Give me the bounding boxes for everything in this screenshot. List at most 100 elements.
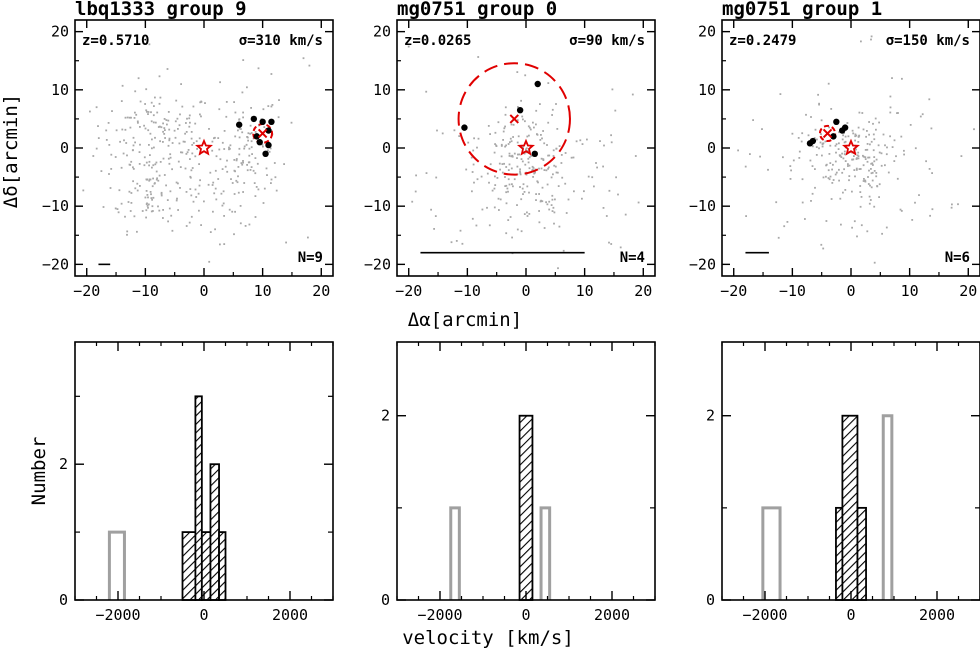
field-galaxy-point xyxy=(821,145,824,148)
field-galaxy-point xyxy=(203,200,205,203)
field-galaxy-point xyxy=(816,138,818,141)
field-galaxy-point xyxy=(133,117,136,119)
field-galaxy-point xyxy=(737,149,739,152)
target-star-marker xyxy=(842,138,860,156)
field-galaxy-point xyxy=(223,130,226,132)
field-galaxy-point xyxy=(187,149,190,151)
field-galaxy-point xyxy=(599,140,601,142)
field-galaxy-point xyxy=(517,106,519,108)
field-galaxy-point xyxy=(523,191,526,193)
field-galaxy-point xyxy=(896,112,898,114)
field-galaxy-point xyxy=(535,199,537,201)
field-galaxy-point xyxy=(168,207,171,210)
field-galaxy-point xyxy=(859,168,862,170)
field-galaxy-point xyxy=(179,187,181,189)
field-galaxy-point xyxy=(507,169,510,171)
field-galaxy-point xyxy=(154,182,156,184)
member-galaxy-point xyxy=(534,80,541,88)
field-galaxy-point xyxy=(158,125,161,128)
field-galaxy-point xyxy=(858,168,861,170)
field-galaxy-point xyxy=(189,188,192,190)
x-tick-label: −10 xyxy=(132,282,159,300)
field-galaxy-point xyxy=(243,147,246,150)
field-galaxy-point xyxy=(862,128,865,131)
field-galaxy-point xyxy=(870,140,873,143)
field-galaxy-point xyxy=(551,114,553,116)
field-galaxy-point xyxy=(807,134,810,137)
field-galaxy-point xyxy=(532,168,534,171)
field-galaxy-point xyxy=(132,149,134,151)
member-galaxy-point xyxy=(250,115,258,123)
field-galaxy-point xyxy=(857,126,860,129)
field-galaxy-point xyxy=(240,128,242,130)
field-galaxy-point xyxy=(539,200,542,203)
field-galaxy-point xyxy=(877,144,880,147)
field-galaxy-point xyxy=(857,151,860,154)
field-galaxy-point xyxy=(229,144,232,147)
field-galaxy-point xyxy=(838,142,840,145)
field-galaxy-point xyxy=(156,111,159,114)
field-galaxy-point xyxy=(860,40,862,43)
redshift-label: z=0.2479 xyxy=(729,33,796,49)
field-galaxy-point xyxy=(867,183,870,185)
field-galaxy-point xyxy=(185,122,187,124)
field-galaxy-point xyxy=(150,210,153,213)
x-tick-label: 10 xyxy=(254,282,272,300)
field-galaxy-point xyxy=(921,113,924,116)
field-galaxy-point xyxy=(166,123,168,126)
field-galaxy-point xyxy=(489,133,491,135)
field-galaxy-point xyxy=(852,158,855,161)
field-galaxy-point xyxy=(143,124,145,127)
field-galaxy-point xyxy=(822,142,825,145)
field-galaxy-point xyxy=(542,130,544,132)
field-galaxy-point xyxy=(960,155,963,157)
field-galaxy-point xyxy=(117,211,120,214)
field-galaxy-point xyxy=(211,149,214,152)
field-galaxy-point xyxy=(234,111,237,114)
field-galaxy-point xyxy=(519,172,522,174)
field-galaxy-point xyxy=(901,77,903,80)
field-galaxy-point xyxy=(749,153,751,155)
field-galaxy-point xyxy=(572,156,575,159)
field-galaxy-point xyxy=(191,167,194,169)
field-galaxy-point xyxy=(558,225,561,228)
field-galaxy-point xyxy=(147,113,149,115)
field-galaxy-point xyxy=(435,176,438,179)
field-galaxy-point xyxy=(504,106,507,109)
field-galaxy-point xyxy=(150,120,153,123)
field-galaxy-point xyxy=(219,81,221,84)
field-galaxy-point xyxy=(872,122,874,125)
field-galaxy-point xyxy=(870,162,873,165)
field-galaxy-point xyxy=(545,201,547,204)
field-galaxy-point xyxy=(242,111,244,114)
field-galaxy-point xyxy=(510,167,513,170)
field-galaxy-point xyxy=(896,177,899,180)
member-galaxy-point xyxy=(253,133,260,140)
field-galaxy-point xyxy=(267,149,269,152)
field-galaxy-point xyxy=(258,124,260,127)
field-galaxy-point xyxy=(152,210,154,212)
field-galaxy-point xyxy=(817,93,819,96)
x-tick-label: −2000 xyxy=(95,606,140,624)
field-galaxy-point xyxy=(153,146,155,149)
field-galaxy-point xyxy=(198,163,200,165)
field-galaxy-point xyxy=(868,202,871,205)
field-galaxy-point xyxy=(217,137,220,139)
field-galaxy-point xyxy=(838,131,840,134)
field-galaxy-point xyxy=(522,183,525,186)
field-galaxy-point xyxy=(144,196,147,199)
y-tick-label: −10 xyxy=(689,197,716,215)
field-galaxy-point xyxy=(893,139,896,142)
field-galaxy-point xyxy=(177,128,179,130)
nonmember-histogram-bar xyxy=(881,414,894,600)
field-galaxy-point xyxy=(868,156,871,159)
field-galaxy-point xyxy=(511,236,513,239)
member-galaxy-point xyxy=(839,127,846,134)
field-galaxy-point xyxy=(130,202,133,204)
field-galaxy-point xyxy=(869,199,872,201)
field-galaxy-point xyxy=(820,133,822,135)
field-galaxy-point xyxy=(581,143,584,145)
field-galaxy-point xyxy=(866,130,868,132)
field-galaxy-point xyxy=(151,185,154,188)
field-galaxy-point xyxy=(814,128,817,131)
